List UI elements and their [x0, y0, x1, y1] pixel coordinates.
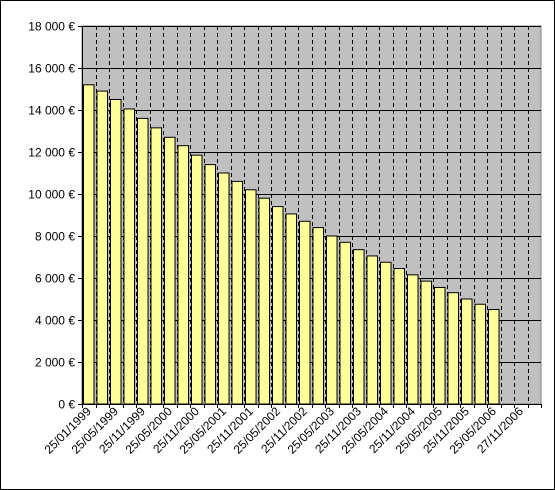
bar: [123, 108, 136, 405]
bar: [109, 99, 122, 405]
y-tick-label: 18 000 €: [28, 20, 75, 34]
bar: [352, 249, 365, 405]
axes-layer: [78, 26, 542, 408]
bar: [271, 206, 284, 405]
y-tick-label: 8 000 €: [35, 230, 75, 244]
bar: [447, 292, 460, 405]
y-tick-label: 16 000 €: [28, 62, 75, 76]
bar: [190, 154, 203, 405]
y-axis-labels: 0 € 2 000 € 4 000 € 6 000 € 8 000 € 10 000 € 1…: [28, 20, 75, 412]
bar: [366, 255, 379, 405]
y-tick-label: 12 000 €: [28, 146, 75, 160]
bar: [150, 127, 163, 405]
bar: [82, 84, 95, 405]
bar: [298, 220, 311, 405]
bar: [231, 180, 244, 405]
bar: [460, 298, 473, 405]
bar: [420, 280, 433, 405]
bar: [312, 227, 325, 405]
y-tick-label: 0 €: [58, 398, 75, 412]
bar: [177, 145, 190, 405]
bar: [325, 235, 338, 405]
y-tick-label: 14 000 €: [28, 104, 75, 118]
bar: [487, 309, 500, 405]
y-tick-label: 6 000 €: [35, 272, 75, 286]
y-tick-label: 2 000 €: [35, 356, 75, 370]
bar: [163, 136, 176, 405]
y-tick-label: 4 000 €: [35, 314, 75, 328]
bar: [204, 164, 217, 405]
bar: [393, 268, 406, 405]
bar: [406, 274, 419, 405]
bar: [244, 189, 257, 405]
bar: [258, 197, 271, 405]
bar: [96, 90, 109, 405]
bar: [379, 261, 392, 405]
bar: [217, 172, 230, 405]
y-tick-label: 10 000 €: [28, 188, 75, 202]
bar: [433, 286, 446, 405]
bar: [474, 303, 487, 405]
bar: [339, 241, 352, 405]
x-axis-labels: 25/01/199925/05/199925/11/199925/05/2000…: [42, 404, 527, 457]
bar: [285, 213, 298, 405]
bar: [136, 117, 149, 405]
